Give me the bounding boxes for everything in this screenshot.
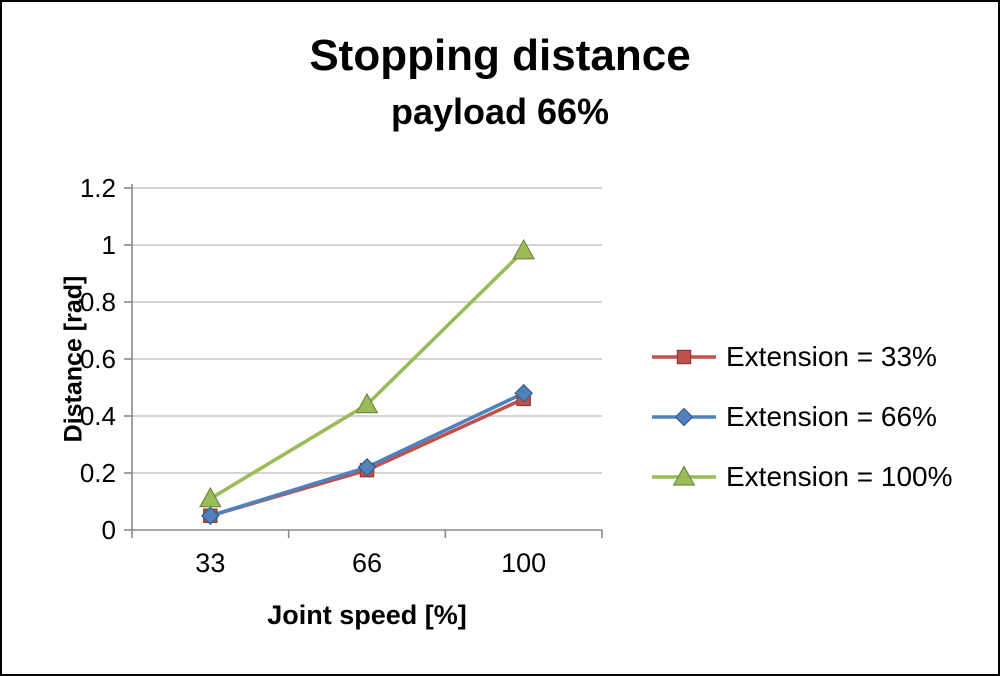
triangle-marker [672,465,696,486]
triangle-marker [355,392,379,414]
square-marker [676,349,692,365]
y-tick-label: 0.8 [80,287,116,317]
legend-label: Extension = 100% [726,461,953,492]
x-tick-label: 100 [501,548,546,578]
legend-key [652,349,716,365]
legend-label: Extension = 66% [726,401,937,432]
y-tick-label: 1 [102,230,116,260]
legend-key [652,407,716,427]
chart-title: Stopping distance [309,31,691,80]
diamond-marker [514,383,534,403]
triangle-marker [512,238,535,260]
triangle-marker [199,486,222,508]
y-tick-label: 0.2 [80,458,116,488]
diamond-marker [674,407,694,427]
y-tick-label: 1.2 [80,173,116,203]
legend-item: Extension = 33% [650,334,953,380]
legend-item: Extension = 100% [650,454,953,500]
y-tick-label: 0.4 [80,401,116,431]
legend-item: Extension = 66% [650,394,953,440]
y-tick-label: 0.6 [80,344,116,374]
legend: Extension = 33% Extension = 66% Extension … [650,334,953,514]
y-tick-label: 0 [102,515,116,545]
chart-subtitle: payload 66% [390,91,610,132]
x-tick-label: 66 [352,548,382,578]
x-tick-label: 33 [195,548,225,578]
diamond-marker [357,457,377,477]
x-axis-title: Joint speed [%] [267,600,467,630]
legend-key [652,465,716,486]
diamond-marker [200,506,220,526]
legend-label: Extension = 33% [726,341,937,372]
